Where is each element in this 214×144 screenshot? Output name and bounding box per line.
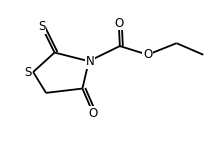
Text: N: N <box>86 55 94 68</box>
Text: O: O <box>114 17 123 30</box>
Text: O: O <box>143 48 152 61</box>
Text: S: S <box>38 20 45 33</box>
Text: O: O <box>88 107 98 120</box>
Text: S: S <box>24 66 31 78</box>
